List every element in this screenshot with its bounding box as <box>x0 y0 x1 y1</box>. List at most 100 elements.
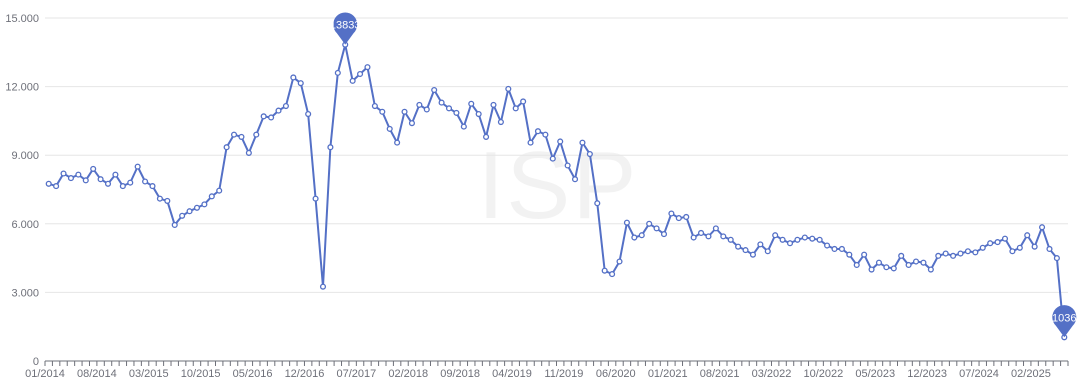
data-point[interactable] <box>846 251 853 258</box>
data-point[interactable] <box>1053 255 1060 262</box>
data-point[interactable] <box>942 250 949 257</box>
data-point[interactable] <box>727 236 734 243</box>
data-point[interactable] <box>646 220 653 227</box>
data-point[interactable] <box>668 210 675 217</box>
data-point[interactable] <box>490 101 497 108</box>
data-point[interactable] <box>423 106 430 113</box>
data-point[interactable] <box>994 239 1001 246</box>
data-point[interactable] <box>957 250 964 257</box>
data-point[interactable] <box>912 258 920 265</box>
data-point[interactable] <box>742 247 749 254</box>
data-point[interactable] <box>297 80 304 87</box>
data-point[interactable] <box>698 229 705 236</box>
data-point[interactable] <box>90 165 97 172</box>
data-point[interactable] <box>616 258 623 265</box>
data-point[interactable] <box>53 183 60 190</box>
data-point[interactable] <box>905 261 912 269</box>
data-point[interactable] <box>357 70 364 78</box>
data-point[interactable] <box>653 225 660 232</box>
data-point[interactable] <box>1031 243 1038 250</box>
data-point[interactable] <box>164 197 171 204</box>
data-point[interactable] <box>179 212 186 219</box>
data-point[interactable] <box>987 240 994 247</box>
data-point[interactable] <box>134 163 141 170</box>
data-point[interactable] <box>683 213 690 220</box>
data-point[interactable] <box>416 101 423 108</box>
data-point[interactable] <box>1024 232 1031 239</box>
data-point[interactable] <box>534 128 542 135</box>
data-point[interactable] <box>253 131 260 138</box>
data-point[interactable] <box>216 187 223 194</box>
data-point[interactable] <box>1009 248 1016 255</box>
data-point[interactable] <box>223 144 230 151</box>
data-point[interactable] <box>394 139 401 146</box>
data-point[interactable] <box>712 225 719 232</box>
data-point[interactable] <box>149 183 156 190</box>
data-point[interactable] <box>460 123 467 130</box>
data-point[interactable] <box>861 251 868 258</box>
data-point[interactable] <box>475 110 482 118</box>
data-point[interactable] <box>260 113 267 120</box>
data-point[interactable] <box>801 234 808 241</box>
data-point[interactable] <box>438 99 445 106</box>
data-point[interactable] <box>75 171 82 178</box>
data-point[interactable] <box>230 131 238 138</box>
data-point[interactable] <box>142 178 149 185</box>
data-point[interactable] <box>816 236 823 243</box>
data-point[interactable] <box>327 144 334 151</box>
data-point[interactable] <box>334 69 341 76</box>
data-point[interactable] <box>127 179 134 186</box>
data-point[interactable] <box>445 105 453 112</box>
data-point[interactable] <box>571 176 579 183</box>
data-point[interactable] <box>786 240 794 247</box>
data-point[interactable] <box>890 265 897 272</box>
data-point[interactable] <box>579 139 586 146</box>
data-point[interactable] <box>609 271 616 278</box>
data-point[interactable] <box>964 248 971 255</box>
data-point[interactable] <box>193 204 201 211</box>
data-point[interactable] <box>831 245 838 253</box>
data-point[interactable] <box>631 234 638 241</box>
data-point[interactable] <box>305 110 312 118</box>
data-point[interactable] <box>542 131 549 138</box>
data-point[interactable] <box>972 249 979 256</box>
data-point[interactable] <box>883 264 890 271</box>
data-point[interactable] <box>401 108 408 115</box>
data-point[interactable] <box>386 125 393 132</box>
data-point[interactable] <box>349 77 356 84</box>
data-point[interactable] <box>660 231 668 238</box>
data-point[interactable] <box>67 175 74 182</box>
data-point[interactable] <box>371 102 378 110</box>
data-point[interactable] <box>275 107 282 114</box>
data-point[interactable] <box>45 180 52 187</box>
data-point[interactable] <box>505 85 512 92</box>
data-point[interactable] <box>82 177 89 184</box>
data-point[interactable] <box>520 98 527 105</box>
data-point[interactable] <box>282 102 289 110</box>
data-point[interactable] <box>927 266 934 273</box>
data-point[interactable] <box>171 221 178 228</box>
data-point[interactable] <box>868 266 875 273</box>
data-point[interactable] <box>898 252 905 259</box>
data-point[interactable] <box>838 245 845 253</box>
data-point[interactable] <box>950 252 957 259</box>
data-point[interactable] <box>875 259 883 266</box>
data-point[interactable] <box>564 162 571 169</box>
data-point[interactable] <box>312 195 319 202</box>
data-point[interactable] <box>431 86 438 94</box>
data-point[interactable] <box>104 180 112 187</box>
data-point[interactable] <box>764 248 771 255</box>
data-point[interactable] <box>468 100 475 107</box>
data-point[interactable] <box>549 155 556 162</box>
data-point[interactable] <box>594 200 601 207</box>
data-point[interactable] <box>186 208 193 215</box>
data-point[interactable] <box>156 195 163 202</box>
data-point[interactable] <box>809 235 816 242</box>
data-point[interactable] <box>319 283 327 290</box>
data-point[interactable] <box>112 171 119 178</box>
data-point[interactable] <box>920 259 927 266</box>
data-point[interactable] <box>208 193 215 200</box>
data-point[interactable] <box>690 234 697 241</box>
data-point[interactable] <box>453 109 460 116</box>
data-point[interactable] <box>772 232 779 239</box>
